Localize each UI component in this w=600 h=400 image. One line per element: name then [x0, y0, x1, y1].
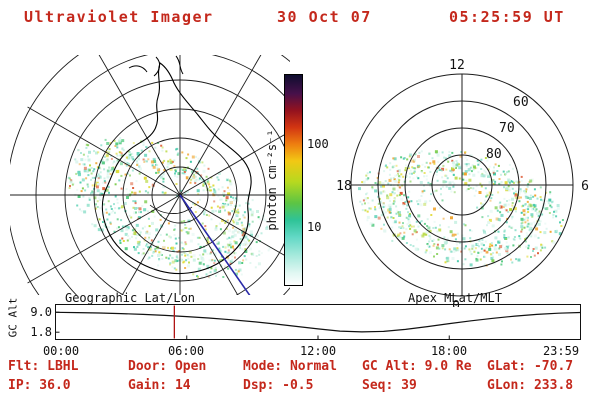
time-label: 05:25:59 UT	[449, 8, 565, 26]
mlat-ring-label-70: 70	[499, 121, 515, 136]
island-arc	[153, 56, 161, 77]
xtick-2359: 23:59	[542, 344, 580, 358]
island-arc	[128, 65, 148, 73]
xtick-0600: 06:00	[167, 344, 205, 358]
colorbar-label: photon cm⁻²s⁻¹	[265, 129, 279, 231]
colorbar-tick-10: 10	[307, 220, 322, 234]
geographic-caption: Geographic Lat/Lon	[64, 291, 196, 305]
ytick-1-8: 1.8	[30, 325, 52, 339]
status-dsp: Dsp: -0.5	[243, 378, 314, 393]
date-label: 30 Oct 07	[277, 8, 372, 26]
magnetic-meridian-line	[179, 194, 251, 295]
status-flt: Flt: LBHL	[8, 359, 79, 374]
altitude-curve	[55, 311, 581, 333]
colorbar	[284, 74, 303, 286]
status-mode: Mode: Normal	[243, 359, 337, 374]
latlon-grid	[10, 55, 290, 295]
altitude-plot	[55, 304, 581, 340]
ytick-9: 9.0	[30, 305, 52, 319]
island-arc	[175, 55, 184, 75]
timeline-ylabel: GC Alt	[6, 297, 20, 338]
status-seq: Seq: 39	[362, 378, 417, 393]
status-glon: GLon: 233.8	[487, 378, 574, 393]
status-door: Door: Open	[128, 359, 207, 374]
mlt-label-0: 0	[452, 299, 460, 307]
aurora-image-geographic	[67, 137, 271, 279]
antarctica-coastline	[101, 62, 252, 275]
geographic-map-panel	[10, 55, 290, 295]
mlat-ring-label-60: 60	[513, 95, 529, 110]
mlt-label-6: 6	[581, 179, 589, 194]
mlt-label-12: 12	[449, 58, 465, 73]
status-gc-alt: GC Alt: 9.0 Re	[362, 359, 472, 374]
aurora-image-apex	[358, 150, 564, 267]
ice-shelf-line	[149, 204, 193, 214]
colorbar-tick-100: 100	[307, 137, 329, 151]
status-ip: IP: 36.0	[8, 378, 71, 393]
status-glat: GLat: -70.7	[487, 359, 574, 374]
mlat-mlt-grid	[350, 73, 574, 297]
apex-caption: Apex MLat/MLT	[408, 291, 502, 305]
xtick-0000: 00:00	[42, 344, 80, 358]
xtick-1200: 12:00	[299, 344, 337, 358]
mlt-label-18: 18	[336, 179, 352, 194]
plot-frame	[55, 304, 581, 340]
app-title: Ultraviolet Imager	[24, 8, 214, 26]
colorbar-gradient	[284, 74, 303, 286]
apex-polar-panel: 12 18 6 0 60 70 80	[336, 58, 589, 307]
xtick-1800: 18:00	[430, 344, 468, 358]
plot-ticks	[55, 311, 450, 340]
mlat-ring-label-80: 80	[486, 147, 502, 162]
status-gain: Gain: 14	[128, 378, 191, 393]
